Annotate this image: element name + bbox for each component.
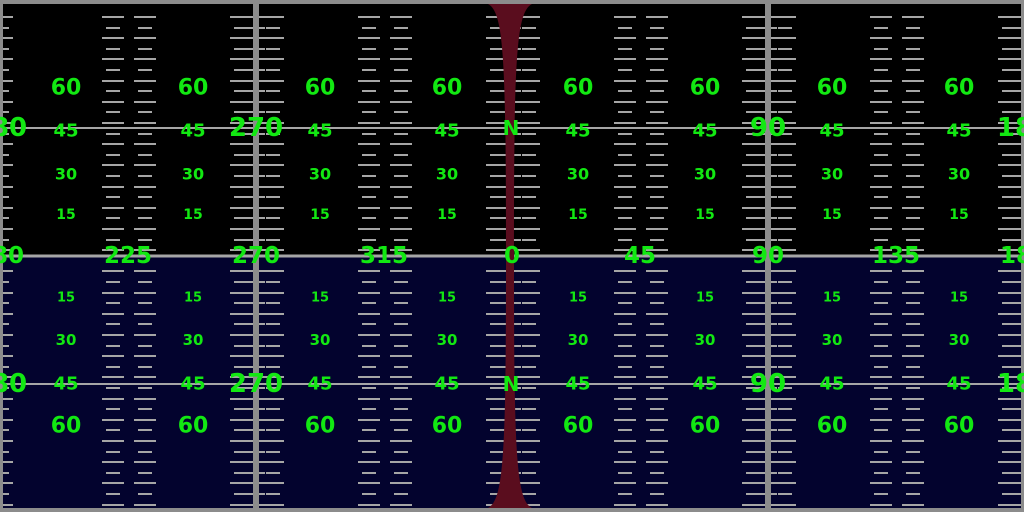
pitch-label-down: 60 — [690, 414, 721, 439]
pitch-label-up: 45 — [307, 121, 332, 142]
heading-label: 180 — [1000, 243, 1024, 269]
pitch-label-down: 45 — [819, 374, 844, 395]
pitch-label-up: 30 — [694, 165, 716, 184]
pitch-label-down: 30 — [310, 331, 331, 349]
pitch-label-down: 45 — [692, 374, 717, 395]
pitch-label-up: 45 — [819, 121, 844, 142]
heading-label: 135 — [872, 243, 920, 269]
pitch-label-up: 45 — [692, 121, 717, 142]
pitch-label-down: 30 — [949, 331, 970, 349]
cardinal-label-lower: 270 — [229, 369, 283, 399]
pitch-label-up: 15 — [949, 207, 968, 223]
pitch-label-up: 45 — [565, 121, 590, 142]
pitch-label-down: 30 — [822, 331, 843, 349]
north-needle — [488, 4, 532, 508]
heading-label: 0 — [504, 243, 520, 269]
pitch-label-down: 30 — [437, 331, 458, 349]
cardinal-label-upper: 180 — [997, 113, 1024, 143]
pitch-label-up: 60 — [51, 76, 82, 101]
pitch-label-up: 30 — [567, 165, 589, 184]
pitch-label-down: 15 — [950, 291, 968, 306]
pitch-label-down: 15 — [184, 291, 202, 306]
pitch-label-up: 60 — [944, 76, 975, 101]
pitch-label-up: 30 — [182, 165, 204, 184]
cardinal-label-upper: 270 — [229, 113, 283, 143]
pitch-label-down: 15 — [569, 291, 587, 306]
pitch-label-down: 60 — [305, 414, 336, 439]
pitch-label-down: 60 — [178, 414, 209, 439]
pitch-label-up: 30 — [309, 165, 331, 184]
heading-label: 90 — [752, 243, 784, 269]
pitch-label-down: 15 — [311, 291, 329, 306]
pitch-label-up: 60 — [690, 76, 721, 101]
pitch-label-up: 30 — [821, 165, 843, 184]
pitch-label-down: 30 — [568, 331, 589, 349]
pitch-label-up: 60 — [817, 76, 848, 101]
pitch-label-down: 45 — [307, 374, 332, 395]
pitch-label-down: 15 — [696, 291, 714, 306]
pitch-label-down: 30 — [183, 331, 204, 349]
pitch-label-down: 60 — [432, 414, 463, 439]
pitch-label-up: 15 — [695, 207, 714, 223]
pitch-label-up: 30 — [436, 165, 458, 184]
pitch-label-up: 15 — [183, 207, 202, 223]
pitch-label-up: 45 — [180, 121, 205, 142]
pitch-label-down: 45 — [565, 374, 590, 395]
pitch-label-up: 60 — [305, 76, 336, 101]
pitch-label-up: 45 — [946, 121, 971, 142]
pitch-label-down: 45 — [946, 374, 971, 395]
pitch-label-up: 15 — [568, 207, 587, 223]
cardinal-label-lower: 180 — [997, 369, 1024, 399]
pitch-label-up: 60 — [178, 76, 209, 101]
pitch-label-down: 15 — [438, 291, 456, 306]
pitch-label-up: 30 — [55, 165, 77, 184]
pitch-label-down: 30 — [695, 331, 716, 349]
cardinal-label-lower: 180 — [0, 369, 27, 399]
pitch-label-up: 15 — [822, 207, 841, 223]
cardinal-label-upper: 180 — [0, 113, 27, 143]
pitch-label-up: 15 — [310, 207, 329, 223]
pitch-label-up: 15 — [56, 207, 75, 223]
heading-label: 180 — [0, 243, 24, 269]
pitch-label-down: 60 — [51, 414, 82, 439]
pitch-label-up: 60 — [563, 76, 594, 101]
pitch-label-down: 60 — [817, 414, 848, 439]
pitch-label-down: 60 — [944, 414, 975, 439]
pitch-label-up: 45 — [434, 121, 459, 142]
heading-label: 45 — [624, 243, 656, 269]
pitch-label-up: 30 — [948, 165, 970, 184]
pitch-label-up: 45 — [53, 121, 78, 142]
heading-label: 270 — [232, 243, 280, 269]
pitch-label-up: 15 — [437, 207, 456, 223]
pitch-label-down: 15 — [823, 291, 841, 306]
pitch-label-down: 45 — [53, 374, 78, 395]
pitch-label-down: 30 — [56, 331, 77, 349]
cardinal-label-upper: 90 — [750, 113, 786, 143]
heading-label: 225 — [104, 243, 152, 269]
cardinal-label-upper: N — [503, 116, 520, 140]
pitch-label-up: 60 — [432, 76, 463, 101]
pitch-label-down: 45 — [180, 374, 205, 395]
cardinal-label-lower: N — [503, 372, 520, 396]
cardinal-label-lower: 90 — [750, 369, 786, 399]
heading-label: 315 — [360, 243, 408, 269]
pitch-label-down: 15 — [57, 291, 75, 306]
pitch-label-down: 60 — [563, 414, 594, 439]
pitch-label-down: 45 — [434, 374, 459, 395]
